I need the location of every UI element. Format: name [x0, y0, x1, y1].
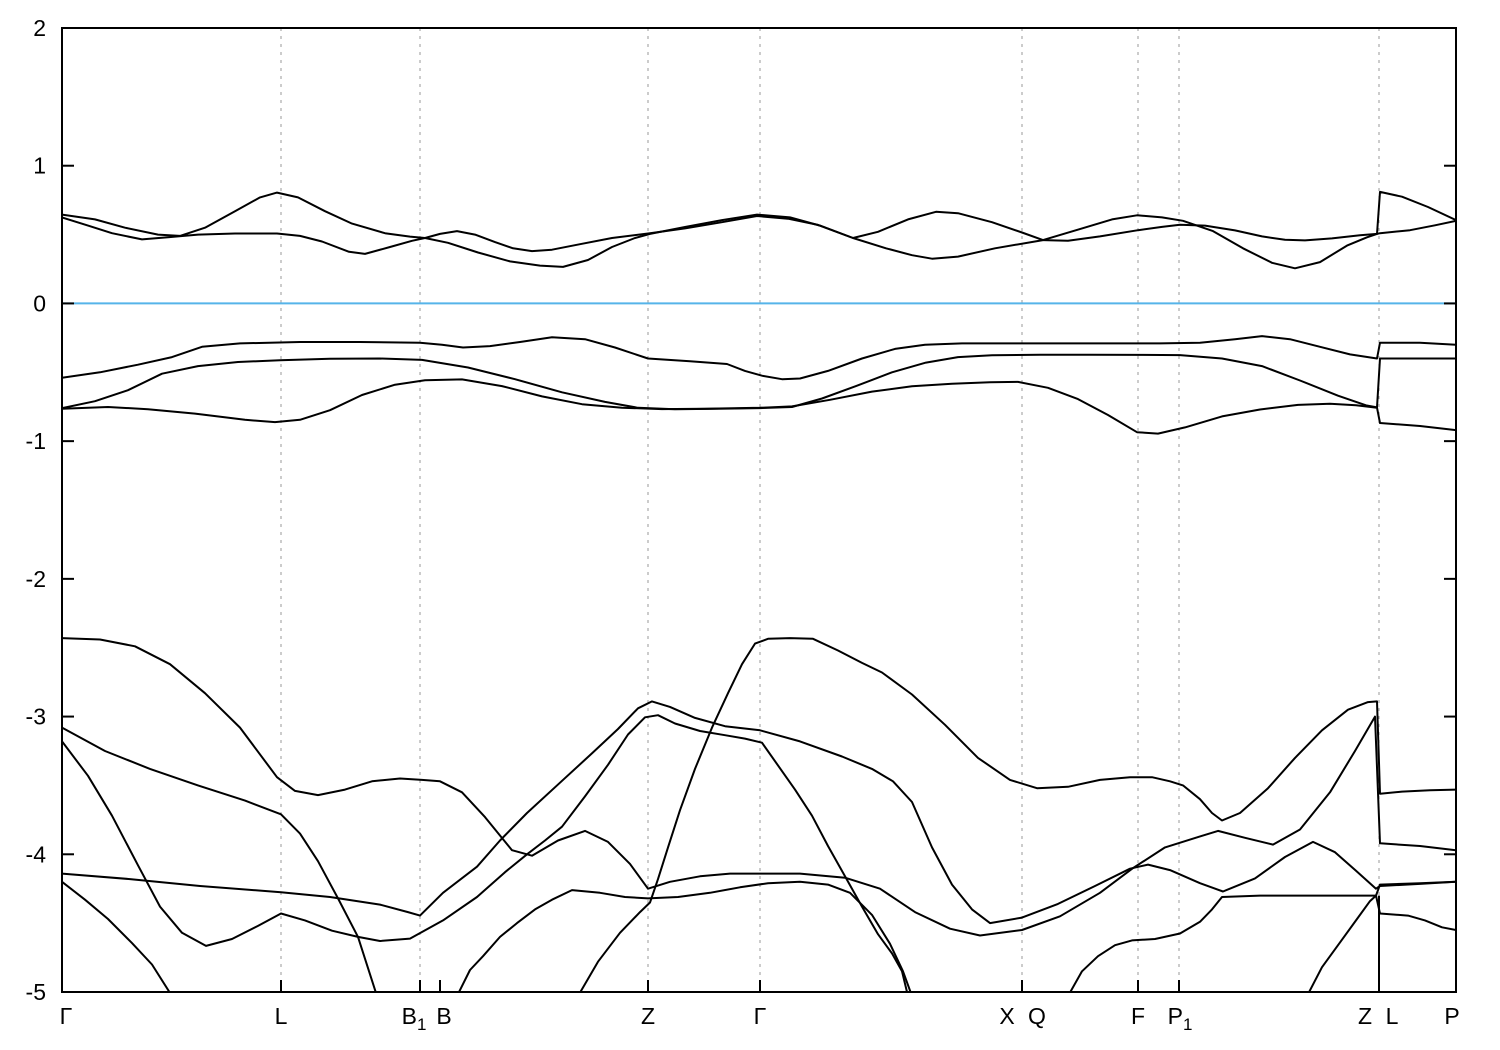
band-valence-band-1 — [62, 335, 1456, 381]
x-label-Z: Z — [641, 1003, 655, 1029]
y-tick-label-0: 0 — [33, 290, 46, 316]
y-tick-label--5: -5 — [26, 979, 46, 1005]
band-lower-band-2 — [62, 726, 1456, 992]
band-valence-band-3 — [62, 378, 1456, 435]
y-tick-label--1: -1 — [26, 428, 46, 454]
band-lower-band-4 — [62, 700, 1456, 925]
band-valence-band-2 — [62, 353, 1456, 411]
x-label-Z: Z — [1358, 1003, 1372, 1029]
band-conduction-band-1 — [62, 190, 1456, 270]
x-label-B: B — [436, 1003, 451, 1029]
band-lower-band-3 — [62, 714, 1456, 992]
x-label-P: P — [1444, 1003, 1459, 1029]
y-tick-label--2: -2 — [26, 566, 46, 592]
band-lower-band-5 — [62, 637, 1456, 992]
x-label-L: L — [275, 1003, 288, 1029]
x-label-Q: Q — [1028, 1003, 1046, 1029]
band-lower-band-1 — [62, 637, 1456, 937]
x-label-X: X — [999, 1003, 1014, 1029]
x-label-F: F — [1131, 1003, 1145, 1029]
x-label-L: L — [1386, 1003, 1399, 1029]
y-tick-label-1: 1 — [33, 153, 46, 179]
y-tick-label--3: -3 — [26, 704, 46, 730]
x-label-Γ: Γ — [754, 1003, 767, 1029]
band-conduction-band-2 — [62, 210, 1456, 255]
x-label-B1: B1 — [402, 1003, 427, 1034]
y-tick-label-2: 2 — [33, 15, 46, 41]
x-label-Γ: Γ — [60, 1003, 73, 1029]
band-curves — [62, 190, 1456, 992]
x-label-P1: P1 — [1168, 1003, 1193, 1034]
y-tick-label--4: -4 — [26, 841, 47, 867]
